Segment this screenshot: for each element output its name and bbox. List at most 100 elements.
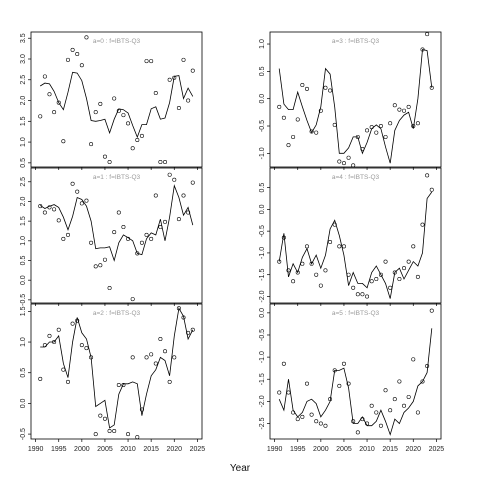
y-tick-label: 0.0 xyxy=(20,398,27,408)
observed-point xyxy=(295,417,300,422)
y-tick-label: 2.0 xyxy=(20,196,27,206)
y-tick-label: 1.0 xyxy=(20,236,27,246)
x-tick-label: 1990 xyxy=(28,446,44,453)
observed-point xyxy=(378,423,383,428)
observed-point xyxy=(388,121,393,126)
observed-point xyxy=(89,355,94,360)
observed-point xyxy=(38,376,43,381)
observed-point xyxy=(406,259,411,264)
x-tick-label: 2020 xyxy=(166,446,182,453)
observed-point xyxy=(167,379,172,384)
observed-point xyxy=(365,294,370,299)
observed-point xyxy=(75,318,80,323)
panel-title: a=1 : f=IBTS-Q3 xyxy=(93,174,141,181)
observed-point xyxy=(52,207,57,212)
panel-0: a=0 : f=IBTS-Q3 0.5 1.0 1.5 2.0 2.5 3.0 3.5 xyxy=(20,31,203,170)
x-tick-label: 2005 xyxy=(336,446,352,453)
panel-frame xyxy=(269,167,442,304)
observed-point xyxy=(149,352,154,357)
y-tick-label: 2.5 xyxy=(20,177,27,187)
observed-point xyxy=(318,421,323,426)
observed-point xyxy=(153,91,158,96)
observed-point xyxy=(126,236,131,241)
observed-point xyxy=(139,407,144,412)
observed-point xyxy=(346,155,351,160)
panel-3: a=3 : f=IBTS-Q3 -1.0 -0.5 0.0 0.5 1.0 xyxy=(259,31,442,170)
y-tick-label: -2.5 xyxy=(259,417,266,429)
observed-point xyxy=(38,114,43,119)
observed-point xyxy=(318,108,323,113)
y-tick-label: 2.0 xyxy=(20,96,27,106)
panel-4: a=4 : f=IBTS-Q3 -2.0 -1.5 -1.0 -0.5 0.0 0.5 xyxy=(259,167,442,306)
observed-point xyxy=(190,327,195,332)
observed-point xyxy=(369,403,374,408)
y-tick-label: -0.5 xyxy=(259,225,266,237)
observed-point xyxy=(135,138,140,143)
y-tick-label: 0.0 xyxy=(259,94,266,104)
observed-point xyxy=(172,75,177,80)
fitted-line xyxy=(278,328,433,436)
observed-point xyxy=(402,266,407,271)
observed-point xyxy=(186,98,191,103)
y-tick-label: -1.0 xyxy=(259,247,266,259)
observed-point xyxy=(374,410,379,415)
fitted-line xyxy=(40,307,194,429)
observed-point xyxy=(89,142,94,147)
observed-point xyxy=(277,390,282,395)
observed-point xyxy=(116,108,121,113)
y-tick-label: 0.0 xyxy=(259,308,266,318)
observed-point xyxy=(286,268,291,273)
observed-point xyxy=(332,122,337,127)
observed-point xyxy=(61,236,66,241)
panel-frame xyxy=(269,31,442,168)
observed-point xyxy=(295,117,300,122)
observed-point xyxy=(52,110,57,115)
observed-point xyxy=(378,272,383,277)
y-tick-label: 1.5 xyxy=(20,216,27,226)
x-tick-label: 2025 xyxy=(190,446,206,453)
observed-point xyxy=(323,85,328,90)
observed-point xyxy=(130,355,135,360)
panel-data xyxy=(38,306,195,439)
observed-point xyxy=(415,274,420,279)
observed-point xyxy=(84,198,89,203)
observed-point xyxy=(135,251,140,256)
observed-point xyxy=(332,222,337,227)
observed-point xyxy=(351,285,356,290)
observed-point xyxy=(281,115,286,120)
panel-frame xyxy=(269,303,442,440)
observed-point xyxy=(112,230,117,235)
panel-title: a=5 : f=IBTS-Q3 xyxy=(332,310,380,317)
observed-point xyxy=(304,381,309,386)
observed-point xyxy=(126,432,131,437)
observed-point xyxy=(328,397,333,402)
y-tick-label: 3.0 xyxy=(20,54,27,64)
observed-point xyxy=(328,240,333,245)
panel-5: a=5 : f=IBTS-Q3 -2.5 -2.0 -1.5 -1.0 -0.5 0.0 19… xyxy=(259,303,444,453)
observed-point xyxy=(98,413,103,418)
panel-data xyxy=(277,173,434,299)
observed-point xyxy=(286,143,291,148)
observed-point xyxy=(42,343,47,348)
observed-point xyxy=(300,83,305,88)
panel-title: a=4 : f=IBTS-Q3 xyxy=(332,174,380,181)
observed-point xyxy=(295,270,300,275)
x-tick-label: 1990 xyxy=(267,446,283,453)
panel-2: a=2 : f=IBTS-Q3 -0.5 0.0 0.5 1.0 1.5 1990 1995 2… xyxy=(20,303,206,453)
observed-point xyxy=(420,222,425,227)
y-tick-label: 3.5 xyxy=(20,33,27,43)
observed-point xyxy=(158,160,163,165)
observed-point xyxy=(158,336,163,341)
y-tick-label: -1.0 xyxy=(259,147,266,159)
observed-point xyxy=(392,270,397,275)
observed-point xyxy=(172,177,177,182)
observed-point xyxy=(355,430,360,435)
observed-point xyxy=(341,361,346,366)
y-tick-label: -0.5 xyxy=(259,120,266,132)
observed-point xyxy=(402,403,407,408)
observed-point xyxy=(286,390,291,395)
observed-point xyxy=(190,180,195,185)
observed-point xyxy=(167,77,172,82)
observed-point xyxy=(346,272,351,277)
observed-point xyxy=(411,357,416,362)
